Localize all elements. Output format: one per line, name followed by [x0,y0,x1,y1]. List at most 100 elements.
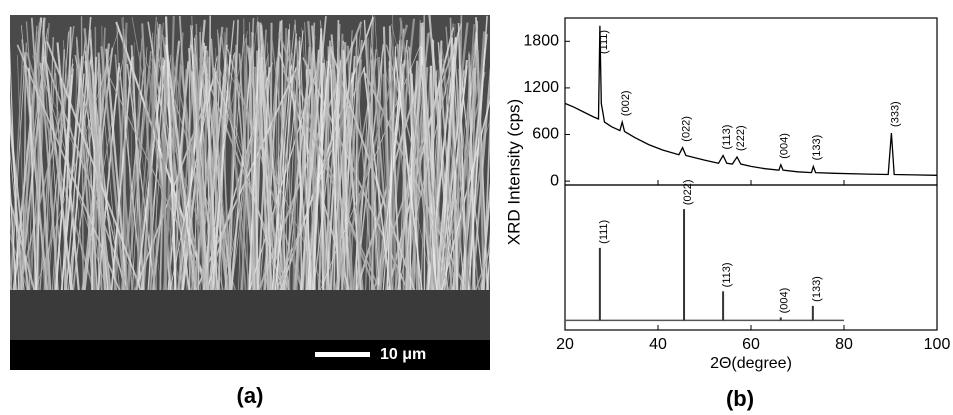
x-tick-label: 100 [924,336,951,353]
nanowire [120,17,164,298]
peak-label: (002) [620,90,632,116]
nanowire [336,33,344,299]
nanowire [473,247,490,296]
nanowire [435,37,458,300]
xrd-chart: 0 600 1200 1800 XRD Intensity (cps) (111) (002… [504,17,951,372]
nanowire [294,41,324,295]
nanowire [157,22,184,291]
nanowire [175,63,182,292]
nanowire [130,45,145,296]
nanowire [83,28,112,292]
nanowire [10,211,16,298]
nanowire [246,45,284,295]
y-tick-label: 0 [550,172,559,189]
nanowire [223,31,228,299]
nanowire [185,71,206,299]
nanowire [126,64,157,300]
plot-frame [564,184,938,331]
nanowire [248,47,256,292]
nanowire [162,32,184,291]
nanowire [164,16,177,298]
x-tick-label: 40 [649,336,667,353]
y-tick-label: 1200 [523,79,559,96]
y-tick-label: 600 [532,126,559,143]
nanowire [328,41,354,297]
nanowire [394,56,424,295]
nanowire [397,43,418,296]
nanowire [355,47,361,296]
nanowire [305,22,316,291]
nanowire [22,42,27,296]
nanowire [320,28,325,294]
peak-label: (113) [721,125,733,150]
nanowire [363,67,391,291]
nanowire [370,59,374,292]
nanowire [190,71,217,294]
nanowire [141,23,157,291]
nanowire [429,69,446,291]
scale-bar-label: 10 μm [380,346,426,363]
nanowire [399,17,438,297]
nanowire [134,22,164,294]
nanowire [299,37,312,299]
nanowire [27,67,38,299]
nanowire [110,56,133,297]
peak-label: (004) [779,133,791,159]
nanowire [482,109,490,292]
nanowire [210,38,229,294]
nanowire [10,285,11,293]
nanowire [281,68,311,298]
nanowire [10,242,12,295]
peak-label: (133) [811,276,823,302]
nanowire [176,48,204,295]
x-tick-label: 60 [742,336,760,353]
caption: (a) [237,383,264,408]
nanowire [449,17,458,298]
nanowire [148,74,174,293]
nanowire [341,39,363,293]
nanowire [422,44,441,293]
nanowire [224,48,248,299]
nanowire [42,66,61,299]
peak-label: (022) [682,179,694,205]
nanowire [10,275,12,291]
nanowire [91,61,103,293]
nanowire [456,66,474,296]
nanowire [446,30,477,292]
nanowire [10,268,13,295]
nanowire [298,40,303,293]
nanowire [277,46,280,292]
nanowire [147,60,166,295]
nanowire [215,67,223,299]
nanowire [311,60,342,300]
y-tick-label: 1800 [523,33,559,50]
nanowire [193,54,207,300]
nanowire [216,29,233,298]
nanowire [84,50,98,298]
xrd-line [564,25,938,176]
scale-bar [315,352,370,357]
peak-label: (004) [779,288,791,314]
nanowire [131,17,182,295]
nanowire [391,56,395,300]
nanowire [329,64,340,298]
peak-label: (111) [598,220,610,244]
nanowire [10,197,37,294]
sem-info-bar [10,340,490,370]
peak-label: (113) [721,262,733,287]
nanowire [202,42,219,299]
sem-nanowires [10,15,490,344]
nanowire [123,28,135,294]
nanowire [346,45,364,300]
nanowire [278,32,378,295]
nanowire [25,21,46,291]
nanowire [34,28,120,293]
nanowire [208,54,235,300]
nanowire [271,39,302,295]
nanowire [42,20,64,292]
nanowire [178,15,197,298]
nanowire [213,67,284,292]
x-tick-label: 80 [835,336,853,353]
nanowire [476,49,486,297]
